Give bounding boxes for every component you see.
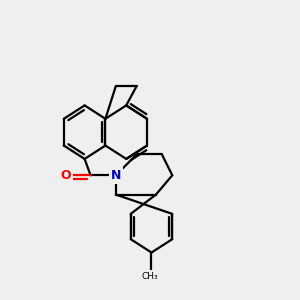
Text: O: O xyxy=(60,169,70,182)
Text: N: N xyxy=(111,169,121,182)
Text: CH₃: CH₃ xyxy=(142,272,158,281)
